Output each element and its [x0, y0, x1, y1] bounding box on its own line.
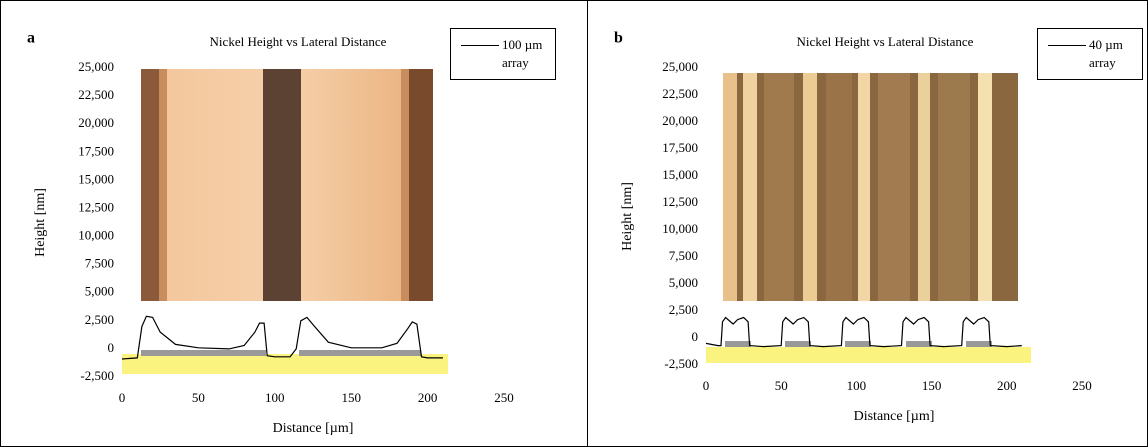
legend-label: 100 µm array — [502, 37, 543, 70]
y-tick-label: 7,500 — [85, 256, 114, 271]
pad — [141, 350, 266, 356]
pad — [785, 341, 811, 347]
y-tick-label: 0 — [692, 329, 699, 344]
data-line — [705, 316, 1022, 348]
chart-title: Nickel Height vs Lateral Distance — [797, 34, 974, 49]
pad — [845, 341, 871, 347]
micrograph — [141, 69, 433, 301]
chart: b Nickel Height vs Lateral Distance Distan… — [614, 30, 1092, 425]
micrograph — [723, 73, 1018, 301]
y-tick-label: 22,500 — [78, 87, 114, 102]
pad — [906, 341, 932, 347]
y-tick-label: 7,500 — [669, 248, 698, 263]
y-tick-label: 5,000 — [669, 275, 698, 290]
x-tick-label: 250 — [494, 390, 514, 405]
pad — [966, 341, 992, 347]
panel: b Nickel Height vs Lateral Distance Distan… — [588, 1, 1147, 446]
x-tick-label: 150 — [922, 378, 942, 393]
y-tick-label: -2,500 — [664, 356, 698, 371]
y-tick-label: -2,500 — [80, 368, 114, 383]
y-tick-label: 15,000 — [78, 171, 114, 186]
legend-swatch — [461, 45, 499, 46]
y-axis-label: Height [nm] — [33, 188, 48, 257]
y-tick-label: 2,500 — [669, 302, 698, 317]
x-tick-label: 200 — [418, 390, 438, 405]
chart: a Nickel Height vs Lateral Distance Distan… — [27, 30, 514, 437]
chart-title: Nickel Height vs Lateral Distance — [210, 34, 387, 49]
panel-label: a — [27, 30, 35, 47]
y-tick-label: 22,500 — [662, 86, 698, 101]
y-tick-label: 15,000 — [662, 167, 698, 182]
panel: a Nickel Height vs Lateral Distance Distan… — [1, 1, 588, 446]
x-tick-label: 0 — [119, 390, 126, 405]
y-tick-label: 2,500 — [85, 312, 114, 327]
x-tick-label: 50 — [192, 390, 205, 405]
panel-label: b — [614, 30, 623, 47]
x-tick-label: 100 — [847, 378, 867, 393]
y-tick-label: 10,000 — [78, 228, 114, 243]
y-tick-label: 17,500 — [662, 140, 698, 155]
x-tick-label: 150 — [341, 390, 361, 405]
substrate — [122, 354, 448, 374]
y-axis-label: Height [nm] — [620, 182, 635, 251]
legend-swatch — [1048, 45, 1086, 46]
data-line — [121, 315, 443, 360]
x-tick-label: 100 — [265, 390, 285, 405]
y-tick-label: 25,000 — [78, 59, 114, 74]
y-tick-label: 10,000 — [662, 221, 698, 236]
pad — [299, 350, 421, 356]
pad — [725, 341, 751, 347]
x-tick-label: 250 — [1072, 378, 1092, 393]
legend: 100 µm array — [450, 28, 556, 80]
y-tick-label: 17,500 — [78, 143, 114, 158]
y-tick-label: 5,000 — [85, 284, 114, 299]
y-tick-label: 25,000 — [662, 59, 698, 74]
x-tick-label: 50 — [775, 378, 788, 393]
legend: 40 µm array — [1037, 28, 1143, 80]
y-tick-label: 12,500 — [662, 194, 698, 209]
substrate — [706, 347, 1031, 363]
y-tick-label: 20,000 — [78, 115, 114, 130]
x-axis-label: Distance [µm] — [273, 421, 354, 436]
legend-label: 40 µm array — [1089, 37, 1123, 70]
x-tick-label: 200 — [997, 378, 1017, 393]
y-tick-label: 0 — [108, 340, 115, 355]
x-tick-label: 0 — [703, 378, 710, 393]
y-tick-label: 20,000 — [662, 113, 698, 128]
x-axis-label: Distance [µm] — [854, 409, 935, 424]
y-tick-label: 12,500 — [78, 199, 114, 214]
